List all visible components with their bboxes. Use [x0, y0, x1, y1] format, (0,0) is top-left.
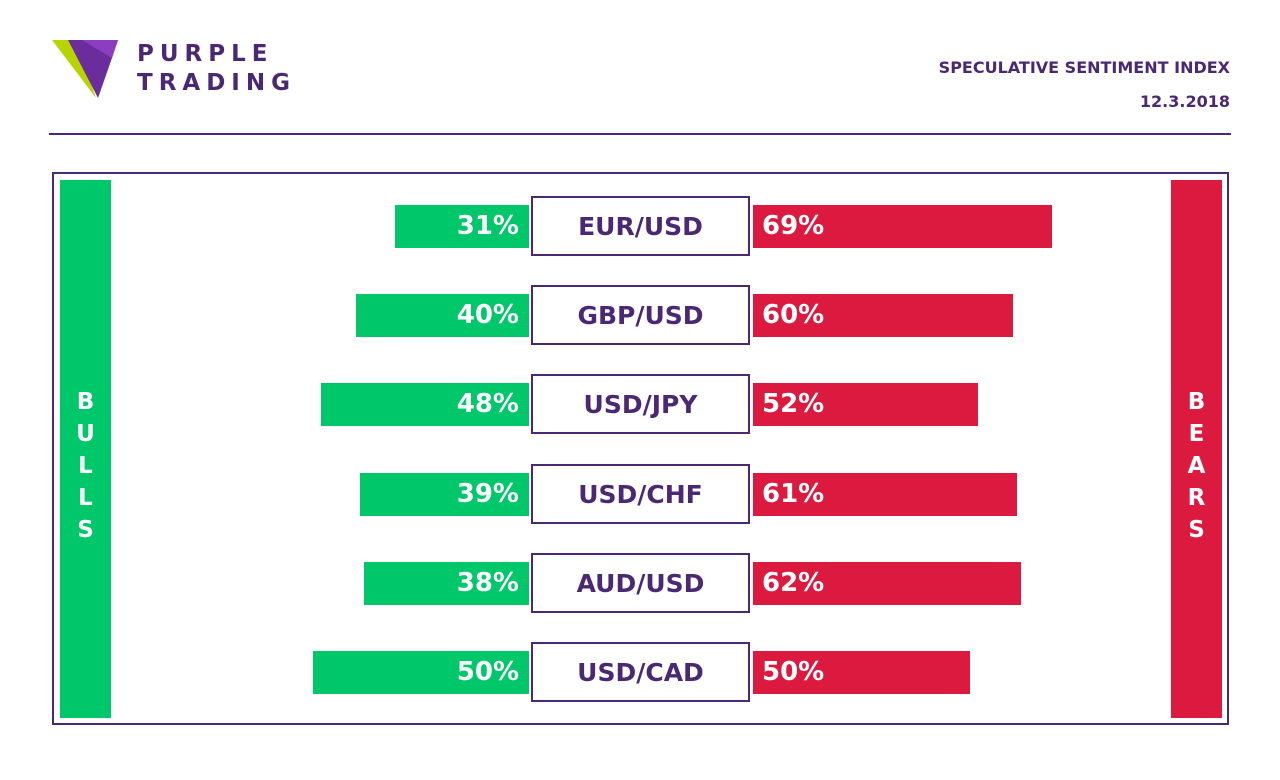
header-divider	[49, 133, 1231, 135]
side-label-letter: R	[1187, 485, 1206, 511]
bear-bar: 60%	[753, 294, 1013, 337]
side-label-letter: L	[78, 485, 93, 511]
bear-bar: 50%	[753, 651, 970, 694]
bear-bar: 69%	[753, 205, 1052, 248]
brand-name: PURPLE TRADING	[137, 40, 296, 98]
side-label-letter: A	[1187, 453, 1206, 479]
chart-panel	[52, 172, 1229, 725]
side-label-letter: B	[1187, 389, 1206, 415]
currency-pair-label: USD/CAD	[531, 642, 750, 702]
currency-pair-label: USD/JPY	[531, 374, 750, 434]
bear-bar: 52%	[753, 383, 979, 426]
side-label-letter: S	[77, 517, 94, 543]
bull-bar: 31%	[394, 205, 529, 248]
bull-bar: 38%	[364, 562, 529, 605]
report-title: SPECULATIVE SENTIMENT INDEX	[938, 58, 1230, 77]
report-date: 12.3.2018	[1139, 92, 1230, 111]
brand-line-2: TRADING	[137, 70, 296, 96]
currency-pair-label: GBP/USD	[531, 285, 750, 345]
side-label-letter: E	[1188, 421, 1205, 447]
purple-trading-logo	[52, 40, 118, 98]
side-label-letter: U	[76, 421, 95, 447]
side-label-letter: B	[76, 389, 95, 415]
currency-pair-label: AUD/USD	[531, 553, 750, 613]
currency-pair-label: USD/CHF	[531, 464, 750, 524]
side-label-letter: S	[1188, 517, 1205, 543]
currency-pair-label: EUR/USD	[531, 196, 750, 256]
bull-bar: 48%	[321, 383, 529, 426]
bull-bar: 50%	[312, 651, 529, 694]
bull-bar: 39%	[360, 473, 529, 516]
brand-line-1: PURPLE	[137, 41, 274, 67]
bull-bar: 40%	[355, 294, 529, 337]
bear-bar: 61%	[753, 473, 1018, 516]
bear-bar: 62%	[753, 562, 1022, 605]
side-label-letter: L	[78, 453, 93, 479]
